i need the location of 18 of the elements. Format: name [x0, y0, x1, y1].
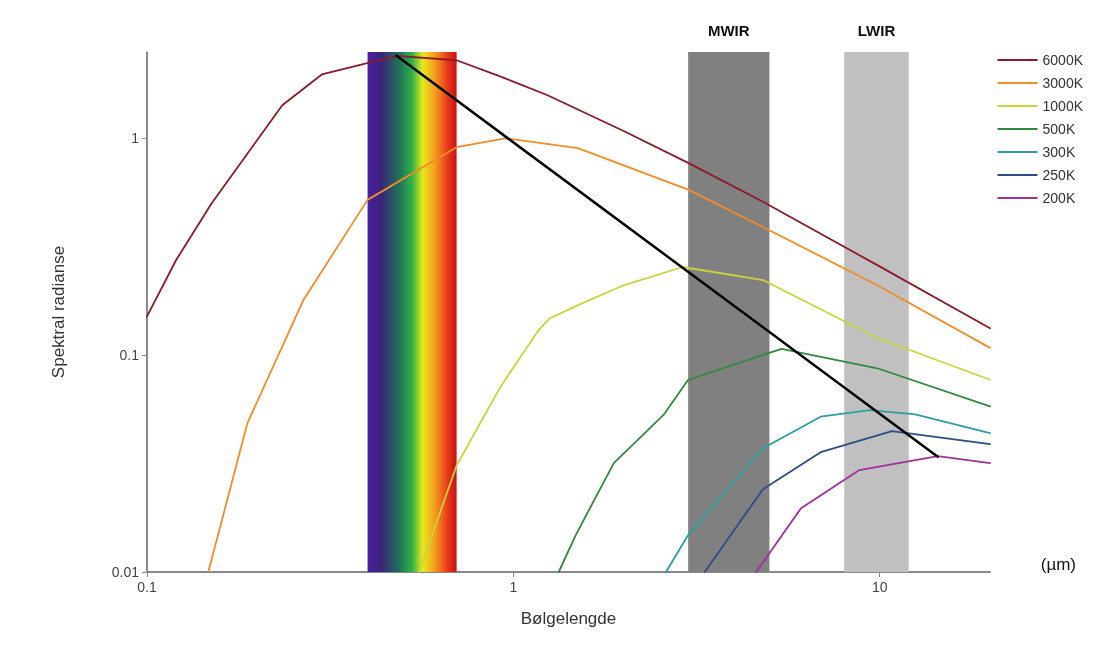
y-tick-label: 1	[131, 130, 140, 147]
legend-label: 250K	[1042, 167, 1076, 183]
y-tick-label: 0.01	[111, 564, 140, 580]
text: (µm)	[1040, 555, 1076, 574]
x-tick-label: 10	[871, 579, 888, 595]
band-label: MWIR	[707, 22, 750, 39]
legend-label: 500K	[1042, 121, 1076, 137]
y-axis-title: Spektral radianse	[49, 245, 68, 379]
band-label: LWIR	[857, 22, 896, 39]
x-tick-label: 1	[509, 579, 518, 595]
legend-label: 3000K	[1042, 75, 1084, 91]
x-tick-label: 0.1	[137, 579, 157, 595]
legend-label: 1000K	[1042, 98, 1084, 114]
legend-label: 6000K	[1042, 52, 1084, 68]
y-tick-label: 0.1	[119, 347, 140, 364]
x-axis-title: Bølgelengde	[520, 609, 617, 628]
legend-label: 300K	[1042, 144, 1076, 160]
legend-label: 200K	[1042, 190, 1076, 206]
